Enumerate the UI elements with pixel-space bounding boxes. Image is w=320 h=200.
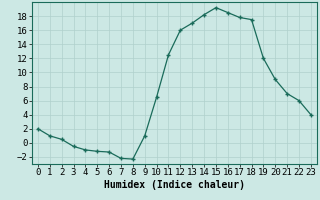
- X-axis label: Humidex (Indice chaleur): Humidex (Indice chaleur): [104, 180, 245, 190]
